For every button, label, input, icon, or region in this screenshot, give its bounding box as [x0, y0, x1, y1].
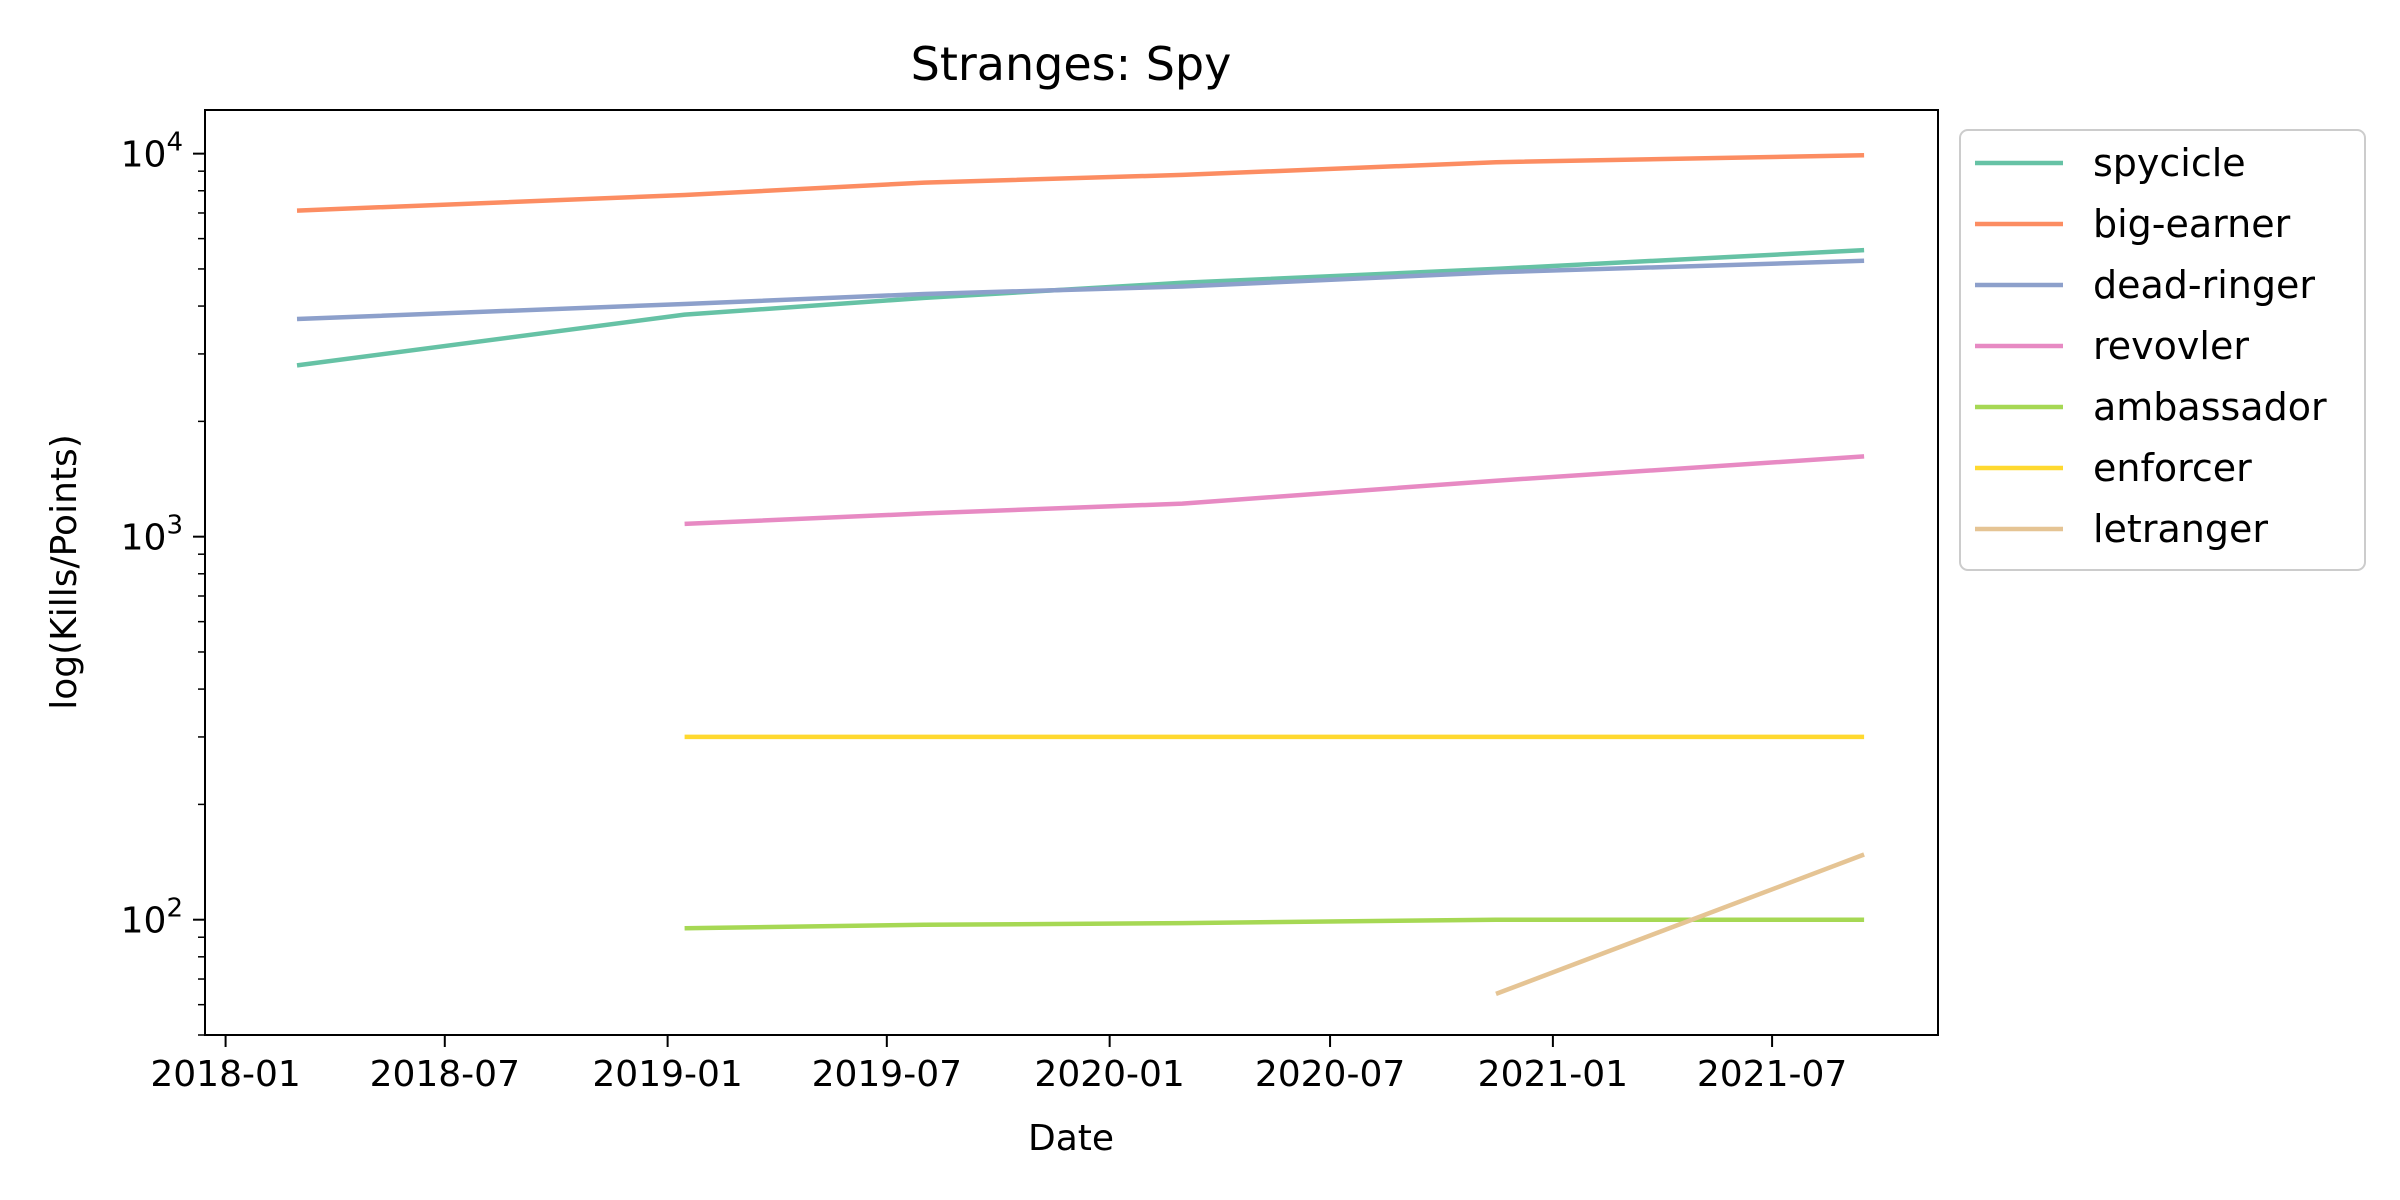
plot-frame: [204, 109, 1939, 1036]
y-tick-label: 102: [121, 894, 183, 942]
x-tick-label: 2021-01: [1478, 1054, 1628, 1095]
y-tick-exponent: 2: [166, 894, 183, 924]
series-line-revovler: [684, 454, 1865, 527]
y-tick-exponent: 4: [166, 128, 183, 158]
chart-title: Stranges: Spy: [911, 37, 1232, 91]
legend-frame: [1959, 129, 2366, 571]
x-tick-label: 2020-01: [1034, 1054, 1184, 1095]
y-tick-base: 10: [121, 901, 167, 942]
x-tick-label: 2018-07: [370, 1054, 520, 1095]
series-line-letranger: [1495, 852, 1865, 997]
x-tick-label: 2021-07: [1697, 1054, 1847, 1095]
series-line-dead-ringer: [296, 258, 1865, 322]
series-line-big-earner: [296, 153, 1865, 213]
x-tick-label: 2019-01: [592, 1054, 742, 1095]
legend-label-big-earner: big-earner: [2093, 202, 2291, 246]
legend: spycicle big-earner dead-ringer revovler amb…: [1959, 129, 2366, 571]
legend-label-ambassador: ambassador: [2093, 385, 2327, 429]
legend-label-enforcer: enforcer: [2093, 446, 2252, 490]
series-line-ambassador: [684, 917, 1865, 931]
y-tick-base: 10: [121, 135, 167, 176]
y-tick-label: 104: [121, 128, 183, 176]
x-tick-label: 2020-07: [1255, 1054, 1405, 1095]
legend-label-revovler: revovler: [2093, 324, 2249, 368]
legend-label-dead-ringer: dead-ringer: [2093, 263, 2315, 307]
x-axis-label: Date: [1028, 1118, 1114, 1159]
x-axis: 2018-01 2018-07 2019-01 2019-07 2020-01 2020-…: [150, 1035, 1847, 1095]
y-tick-base: 10: [121, 518, 167, 559]
x-tick-label: 2018-01: [150, 1054, 300, 1095]
legend-label-letranger: letranger: [2093, 507, 2268, 551]
series-layer: [296, 153, 1865, 997]
y-tick-exponent: 3: [166, 511, 183, 541]
y-axis-label: log(Kills/Points): [44, 434, 85, 710]
y-tick-label: 103: [121, 511, 183, 559]
x-tick-label: 2019-07: [812, 1054, 962, 1095]
legend-label-spycicle: spycicle: [2093, 141, 2246, 185]
